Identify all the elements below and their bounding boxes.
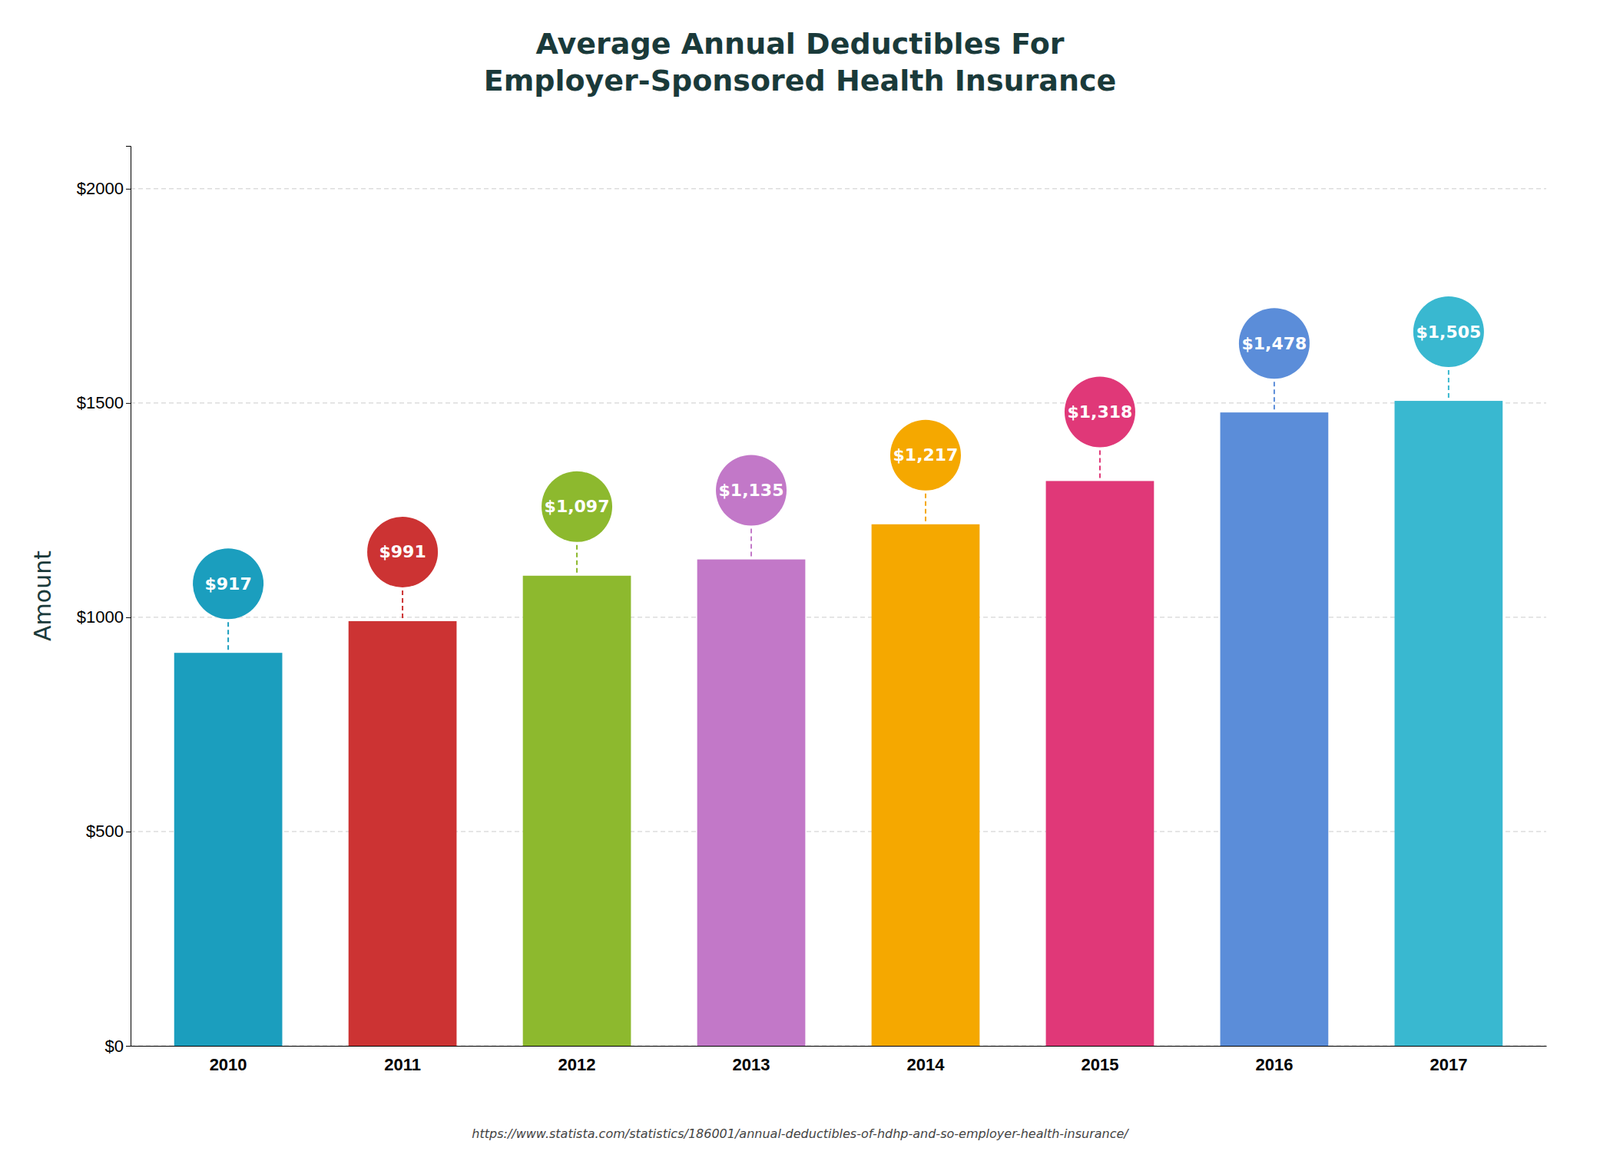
label-bubble xyxy=(715,455,787,527)
x-tick-label: 2012 xyxy=(558,1055,597,1075)
data-labels: $917 $991 $1,097 $1,135 $1,217 $1,318 $1,478 $1… xyxy=(192,296,1485,650)
label-connector xyxy=(1447,367,1450,398)
x-tick: 2010 xyxy=(209,1055,248,1075)
data-label: $1,135 xyxy=(718,480,785,501)
label-bubble xyxy=(541,471,613,543)
label-connector xyxy=(576,542,578,574)
source-note: https://www.statista.com/statistics/1860… xyxy=(471,1126,1130,1142)
title: Average Annual Deductibles ForEmployer-S… xyxy=(483,26,1117,98)
label-bubble xyxy=(367,516,438,588)
plot: $0$500$1000$1500$20002010201120122013201… xyxy=(76,146,1547,1075)
data-label: $917 xyxy=(204,574,252,594)
x-tick: 2014 xyxy=(907,1055,946,1075)
data-label: $1,097 xyxy=(544,496,610,517)
x-tick-label: 2017 xyxy=(1429,1055,1468,1075)
y-tick: $500 xyxy=(86,821,131,842)
grid-line xyxy=(130,831,1547,832)
label-connector xyxy=(1273,378,1276,410)
y-tick-mark xyxy=(125,188,131,190)
y-axis-title: Amount xyxy=(29,550,57,642)
x-tick: 2017 xyxy=(1429,1055,1468,1075)
y-tick-label: $1500 xyxy=(76,393,124,413)
grid-line xyxy=(130,616,1547,618)
x-tick-label: 2014 xyxy=(907,1055,946,1075)
y-tick-mark xyxy=(125,831,131,833)
y-tick-label: $2000 xyxy=(76,178,124,199)
x-tick: 2013 xyxy=(732,1055,771,1075)
label-connector xyxy=(401,587,404,619)
bar xyxy=(871,524,981,1047)
y-tick-mark xyxy=(125,617,131,619)
chart: $0$500$1000$1500$20002010201120122013201… xyxy=(0,0,1600,1161)
grid xyxy=(130,188,1547,1047)
x-tick: 2012 xyxy=(558,1055,597,1075)
x-tick: 2015 xyxy=(1080,1055,1119,1075)
x-tick-label: 2015 xyxy=(1080,1055,1119,1075)
grid-line xyxy=(130,402,1547,404)
y-tick: $1000 xyxy=(76,607,131,627)
bar xyxy=(1046,480,1155,1047)
x-tick: 2016 xyxy=(1255,1055,1293,1075)
label-connector xyxy=(924,490,927,522)
y-tick-label: $500 xyxy=(86,821,124,842)
x-tick-label: 2016 xyxy=(1255,1055,1293,1075)
label-connector xyxy=(227,619,229,650)
bar xyxy=(1394,400,1504,1047)
grid-line xyxy=(130,188,1547,189)
data-label: $1,478 xyxy=(1241,334,1307,354)
bar xyxy=(174,652,283,1047)
y-tick-label: $1000 xyxy=(76,607,124,627)
y-tick: $0 xyxy=(105,1036,131,1057)
bar xyxy=(697,559,806,1047)
y-tick-mark xyxy=(125,1046,131,1047)
data-label: $991 xyxy=(378,542,426,562)
data-label: $1,318 xyxy=(1067,402,1133,422)
grid-line xyxy=(130,1046,1547,1047)
axis-line xyxy=(131,1046,1547,1047)
y-tick-mark xyxy=(125,403,131,405)
y-axis: $0 $500 $1000 $1500 $2000 xyxy=(76,146,132,1057)
bar xyxy=(523,576,632,1047)
x-tick-label: 2010 xyxy=(209,1055,248,1075)
y-tick-label: $0 xyxy=(105,1036,124,1057)
y-tick: $2000 xyxy=(76,178,131,199)
axis-line xyxy=(125,146,132,1047)
label-bubble xyxy=(1413,296,1485,368)
bar xyxy=(348,621,458,1047)
label-bubble xyxy=(192,548,264,620)
x-tick: 2011 xyxy=(384,1055,421,1075)
y-tick: $1500 xyxy=(76,393,131,413)
x-tick-label: 2013 xyxy=(732,1055,771,1075)
label-bubble xyxy=(1064,376,1136,448)
x-tick-label: 2011 xyxy=(384,1055,421,1075)
data-label: $1,217 xyxy=(893,445,959,465)
label-bubble xyxy=(1238,308,1310,379)
label-connector xyxy=(750,526,752,557)
label-bubble xyxy=(890,420,961,491)
bar xyxy=(1220,412,1329,1047)
label-connector xyxy=(1099,447,1101,478)
bars xyxy=(174,400,1504,1047)
x-axis: 2010 2011 2012 2013 2014 2015 2016 2017 xyxy=(131,1046,1547,1075)
data-label: $1,505 xyxy=(1415,322,1481,342)
